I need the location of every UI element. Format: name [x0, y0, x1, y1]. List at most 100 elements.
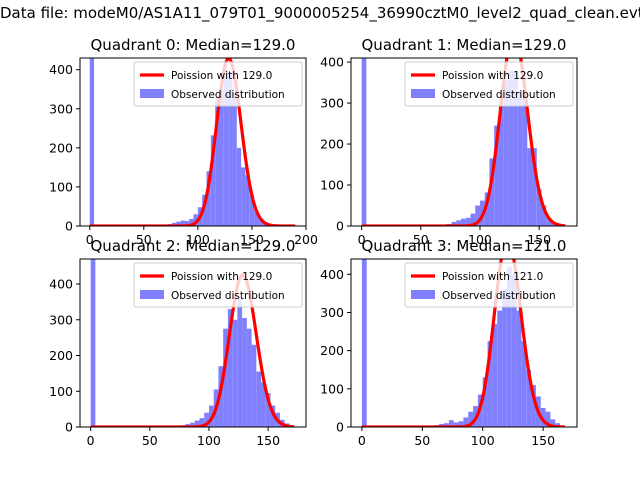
- histogram-bar: [223, 69, 229, 226]
- quadrant-0-title: Quadrant 0: Median=129.0: [91, 36, 296, 54]
- quadrant-3-axes-frame: [350, 258, 578, 428]
- histogram-bar: [546, 217, 551, 226]
- histogram-bar: [258, 218, 263, 226]
- quadrant-2-title: Quadrant 2: Median=129.0: [91, 237, 296, 255]
- histogram-bar: [456, 220, 462, 226]
- legend-box: [133, 262, 303, 308]
- y-tick-label: 0: [336, 219, 344, 234]
- histogram-bar: [461, 218, 466, 226]
- histogram-bar: [536, 189, 542, 226]
- histogram-bar: [180, 220, 185, 226]
- histogram-bar: [497, 310, 503, 427]
- histogram-bar: [206, 171, 211, 226]
- y-tick-label: 300: [49, 312, 73, 327]
- legend-entry-observed: Observed distribution: [171, 89, 285, 101]
- histogram-bar: [190, 422, 195, 427]
- legend-bar-swatch: [140, 89, 164, 98]
- histogram-bar: [242, 317, 247, 427]
- quadrant-1-title: Quadrant 1: Median=129.0: [362, 36, 567, 54]
- histogram-bar: [232, 319, 238, 427]
- histogram-bar: [90, 259, 96, 427]
- histogram-bar: [256, 371, 262, 427]
- histogram-bar: [232, 93, 237, 226]
- histogram-bar: [541, 205, 547, 226]
- quadrant-1-axes-frame: [350, 57, 578, 227]
- histogram-bar: [489, 158, 495, 226]
- histogram-bar: [261, 382, 266, 427]
- x-tick-label: 150: [527, 232, 551, 247]
- histogram-bar: [468, 411, 474, 427]
- histogram-bar: [265, 393, 271, 427]
- histogram-bar: [513, 71, 518, 226]
- histogram-bar: [458, 421, 464, 427]
- y-tick-label: 200: [49, 140, 73, 155]
- histogram-bar: [245, 175, 250, 226]
- histogram-bar: [448, 420, 454, 427]
- histogram-bar: [508, 70, 514, 226]
- histogram-bar: [545, 411, 551, 427]
- x-tick-label: 100: [468, 232, 492, 247]
- x-tick-label: 50: [136, 232, 152, 247]
- legend-entry-poisson: Poission with 121.0: [442, 271, 543, 283]
- x-tick-label: 100: [471, 433, 495, 448]
- y-tick-label: 400: [320, 267, 344, 282]
- quadrant-0-legend: Poission with 129.0 Observed distribution: [133, 61, 303, 107]
- y-tick-label: 200: [320, 137, 344, 152]
- y-tick-label: 0: [65, 219, 73, 234]
- histogram-bar: [532, 148, 537, 226]
- y-tick-label: 400: [49, 277, 73, 292]
- histogram-bar: [254, 210, 259, 226]
- y-tick-label: 300: [320, 305, 344, 320]
- quadrant-1-panel: 0 50 100 150 0 100 200 300 400 Quadrant 1: Median…: [320, 36, 578, 247]
- histogram-bar: [246, 328, 252, 427]
- x-tick-label: 100: [186, 232, 210, 247]
- histogram-bar: [465, 217, 471, 226]
- histogram-bar: [361, 58, 367, 226]
- legend-entry-observed: Observed distribution: [442, 290, 556, 302]
- histogram-bar: [522, 92, 528, 226]
- histogram-bar: [453, 422, 459, 427]
- histogram-bar: [526, 369, 532, 427]
- histogram-bar: [498, 105, 504, 226]
- histogram-bar: [511, 274, 517, 427]
- quadrant-3-title: Quadrant 3: Median=121.0: [362, 237, 567, 255]
- histogram-bar: [249, 194, 255, 226]
- histogram-bar: [531, 385, 536, 427]
- y-tick-label: 300: [320, 96, 344, 111]
- histogram-bar: [527, 148, 533, 226]
- x-tick-label: 150: [256, 433, 280, 448]
- x-tick-label: 0: [87, 433, 95, 448]
- x-tick-label: 200: [294, 232, 318, 247]
- y-tick-label: 400: [320, 55, 344, 70]
- histogram-bar: [241, 167, 246, 226]
- histogram-bar: [484, 192, 490, 226]
- histogram-bar: [194, 420, 200, 427]
- y-tick-label: 300: [49, 101, 73, 116]
- x-tick-label: 0: [358, 433, 366, 448]
- histogram-bar: [204, 412, 209, 427]
- legend-entry-observed: Observed distribution: [171, 290, 285, 302]
- quadrant-0-plot-area: [89, 58, 298, 226]
- x-tick-label: 150: [531, 433, 555, 448]
- histogram-bar: [219, 91, 224, 226]
- histogram-bar: [487, 341, 493, 427]
- y-tick-label: 400: [49, 62, 73, 77]
- y-tick-label: 200: [49, 348, 73, 363]
- legend-bar-swatch: [411, 290, 435, 299]
- x-tick-label: 150: [240, 232, 264, 247]
- histogram-bar: [470, 213, 476, 226]
- legend-bar-swatch: [411, 89, 435, 98]
- histogram-bar: [502, 289, 507, 427]
- histogram-bar: [463, 417, 469, 427]
- legend-box: [133, 61, 303, 107]
- x-tick-label: 50: [414, 433, 430, 448]
- y-tick-label: 100: [320, 178, 344, 193]
- quadrant-0-panel: 0 50 100 150 200 0 100 200 300 400 Quadrant 0: Med…: [49, 36, 318, 247]
- y-tick-label: 200: [320, 343, 344, 358]
- histogram-bar: [540, 407, 546, 427]
- histogram-bar: [516, 310, 522, 427]
- y-tick-label: 100: [49, 179, 73, 194]
- histogram-bar: [444, 423, 449, 427]
- histogram-bar: [521, 341, 527, 427]
